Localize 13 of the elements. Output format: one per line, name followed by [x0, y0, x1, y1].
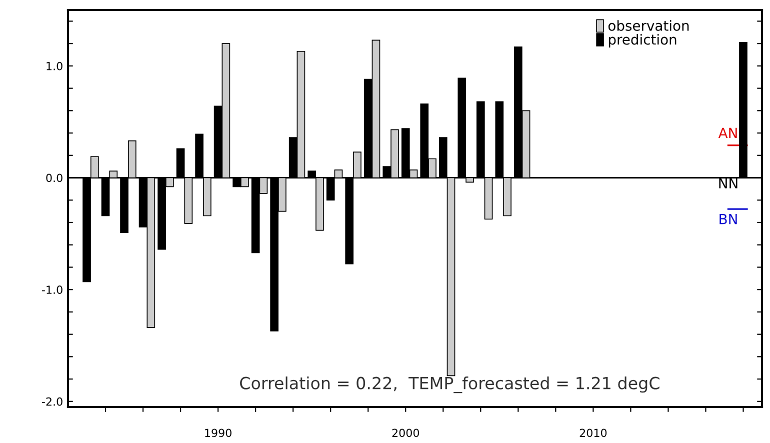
ref-line-label: NN	[719, 178, 738, 188]
x-tick-label: 1990	[205, 428, 232, 438]
y-tick-label: 0.0	[46, 174, 62, 182]
legend-label: prediction	[608, 34, 676, 48]
annotation: Correlation = 0.22, TEMP_forecasted = 1.21 degC	[240, 376, 660, 394]
y-tick-label: -1.0	[42, 286, 62, 294]
x-tick-label: 2000	[392, 428, 420, 438]
ref-line-label: AN	[718, 128, 737, 138]
legend-label: observation	[608, 20, 689, 31]
ref-line-label: BN	[720, 214, 737, 224]
y-tick-label: -2.0	[42, 397, 62, 406]
x-tick-label: 2010	[580, 428, 607, 438]
y-tick-label: 1.0	[46, 62, 62, 70]
